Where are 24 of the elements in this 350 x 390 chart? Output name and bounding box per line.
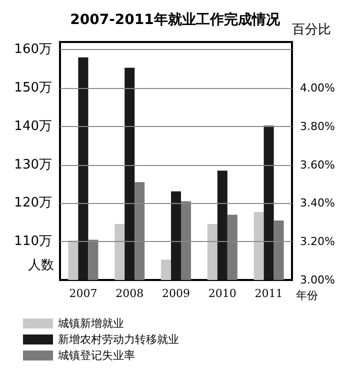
y-tick-label: 150万: [14, 80, 52, 96]
y2-tick-label: 3.80%: [300, 120, 335, 133]
y-tick-label: 130万: [14, 157, 52, 172]
x-tick-label: 2009: [162, 287, 190, 300]
y-tick-label: 160万: [14, 42, 52, 58]
y2-tick-label: 3.40%: [300, 196, 335, 210]
y2-axis-title: 百分比: [292, 22, 331, 38]
y2-tick-label: 3.00%: [300, 274, 335, 286]
y-tick-label: 140万: [14, 118, 52, 134]
chart-title: 2007-2011年就业工作完成情况: [70, 11, 281, 28]
legend-label: 城镇登记失业率: [57, 349, 135, 362]
legend-label: 城镇新增就业: [57, 317, 124, 330]
legend-label: 新增农村劳动力转移就业: [58, 333, 179, 346]
y2-tick-label: 3.20%: [300, 235, 335, 248]
y2-tick-label: 3.60%: [300, 158, 335, 172]
x-tick-label: 2007: [69, 287, 98, 300]
x-tick-label: 2008: [116, 287, 144, 300]
y-axis-title: 人数: [28, 258, 54, 273]
y-tick-label: 120万: [14, 196, 52, 211]
y2-tick-label: 4.00%: [300, 82, 335, 95]
x-tick-label: 2010: [208, 287, 236, 300]
x-axis-title: 年份: [296, 289, 318, 302]
y-tick-label: 110万: [14, 234, 52, 250]
x-tick-label: 2011: [254, 287, 283, 300]
